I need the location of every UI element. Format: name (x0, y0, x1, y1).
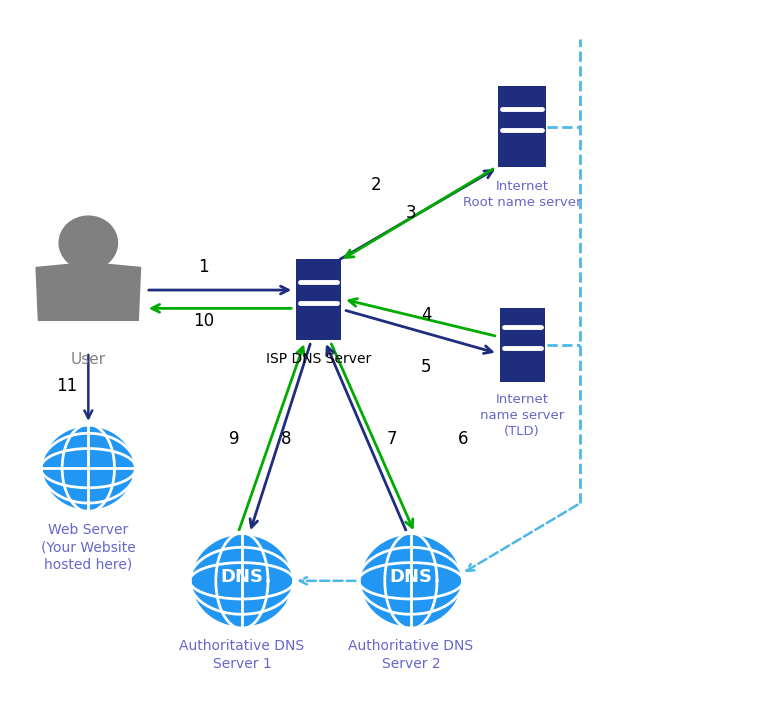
Text: 5: 5 (421, 358, 432, 376)
Text: 2: 2 (371, 176, 382, 194)
Polygon shape (36, 264, 141, 320)
FancyBboxPatch shape (498, 86, 546, 168)
Text: Authoritative DNS
Server 1: Authoritative DNS Server 1 (180, 639, 304, 671)
Text: 3: 3 (406, 204, 416, 222)
Text: Web Server
(Your Website
hosted here): Web Server (Your Website hosted here) (41, 523, 136, 572)
Circle shape (359, 533, 463, 629)
FancyBboxPatch shape (296, 259, 341, 340)
Text: User: User (71, 352, 106, 367)
Text: 8: 8 (281, 429, 292, 448)
Text: DNS: DNS (220, 568, 263, 586)
Text: Authoritative DNS
Server 2: Authoritative DNS Server 2 (349, 639, 473, 671)
Text: 6: 6 (458, 429, 468, 448)
Text: 1: 1 (198, 258, 209, 277)
Text: 11: 11 (56, 377, 78, 395)
Text: 10: 10 (193, 312, 214, 330)
Circle shape (59, 216, 118, 270)
Text: Internet
name server
(TLD): Internet name server (TLD) (480, 393, 564, 438)
Circle shape (41, 425, 136, 512)
Text: DNS: DNS (389, 568, 432, 586)
Circle shape (190, 533, 294, 629)
Text: ISP DNS Server: ISP DNS Server (266, 352, 372, 366)
Text: 9: 9 (229, 429, 240, 448)
Text: Internet
Root name server: Internet Root name server (463, 180, 581, 208)
FancyBboxPatch shape (500, 308, 545, 382)
Text: 7: 7 (386, 429, 397, 448)
Text: 4: 4 (421, 306, 432, 325)
